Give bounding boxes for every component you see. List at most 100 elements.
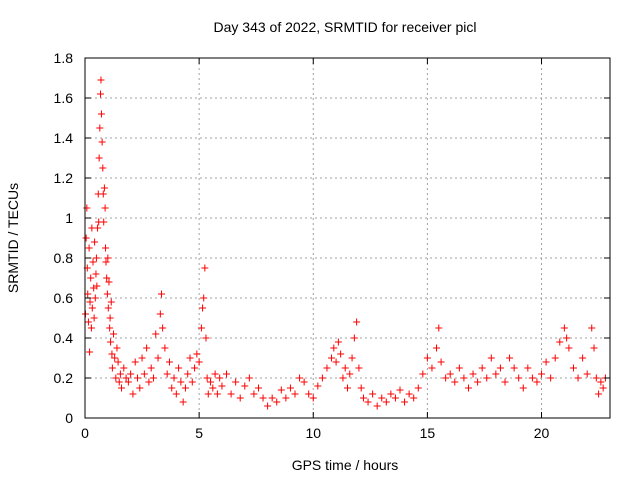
data-point: [501, 378, 509, 386]
data-point: [314, 382, 322, 390]
data-point: [100, 184, 108, 192]
data-point: [84, 318, 92, 326]
data-point: [213, 390, 221, 398]
data-point: [442, 374, 450, 382]
data-point: [328, 354, 336, 362]
data-point: [506, 354, 514, 362]
data-point: [154, 354, 162, 362]
data-point: [579, 354, 587, 362]
data-point: [474, 378, 482, 386]
data-point: [91, 294, 99, 302]
data-point: [223, 370, 231, 378]
data-point: [101, 204, 109, 212]
data-point: [348, 354, 356, 362]
data-point: [451, 378, 459, 386]
data-point: [560, 324, 568, 332]
data-point: [277, 386, 285, 394]
data-point: [108, 350, 116, 358]
data-point: [124, 378, 132, 386]
data-point: [551, 354, 559, 362]
data-point: [127, 370, 135, 378]
x-axis-ticks: 0 5 10 15 20: [81, 58, 550, 441]
data-point: [547, 374, 555, 382]
y-axis-label: SRMTID / TECUs: [5, 183, 21, 293]
data-point: [556, 338, 564, 346]
data-point: [89, 258, 97, 266]
y-tick-label: 1.4: [54, 130, 74, 146]
data-point: [104, 254, 112, 262]
data-point: [483, 374, 491, 382]
data-point: [533, 378, 541, 386]
data-point: [110, 330, 118, 338]
y-tick-label: 1: [65, 210, 73, 226]
data-point: [341, 364, 349, 372]
data-point: [207, 378, 215, 386]
data-point: [177, 378, 185, 386]
data-point: [396, 386, 404, 394]
data-point: [87, 324, 95, 332]
data-point: [414, 384, 422, 392]
data-point: [350, 334, 358, 342]
data-point: [159, 324, 167, 332]
data-point: [268, 394, 276, 402]
data-point: [161, 344, 169, 352]
data-point: [202, 334, 210, 342]
data-point: [188, 378, 196, 386]
data-point: [92, 270, 100, 278]
chart-title: Day 343 of 2022, SRMTID for receiver pic…: [214, 19, 477, 35]
data-point: [273, 398, 281, 406]
data-point: [344, 384, 351, 392]
data-point: [152, 330, 160, 338]
data-point: [83, 204, 91, 212]
data-point: [98, 138, 106, 146]
data-point: [122, 374, 130, 382]
data-point: [82, 234, 90, 242]
data-point: [113, 344, 121, 352]
data-point: [211, 370, 219, 378]
data-point: [116, 370, 124, 378]
data-point: [96, 124, 104, 132]
data-point: [97, 90, 105, 98]
data-point: [382, 398, 390, 406]
data-point: [157, 290, 165, 298]
data-point: [184, 370, 192, 378]
data-point: [428, 364, 436, 372]
data-point: [378, 394, 386, 402]
data-point: [357, 384, 365, 392]
grid: [85, 58, 610, 418]
data-point: [291, 390, 299, 398]
data-point: [102, 258, 110, 266]
y-tick-label: 1.6: [54, 90, 74, 106]
data-point: [149, 374, 157, 382]
data-point: [138, 354, 146, 362]
data-point: [492, 370, 500, 378]
data-point: [105, 278, 113, 286]
y-tick-label: 1.8: [54, 50, 74, 66]
data-point: [282, 394, 290, 402]
data-point: [496, 364, 504, 372]
x-tick-label: 10: [305, 425, 321, 441]
data-point: [259, 394, 267, 402]
data-point: [111, 354, 119, 362]
data-point: [565, 344, 573, 352]
data-point: [163, 370, 171, 378]
data-point: [114, 358, 122, 366]
data-point: [216, 374, 224, 382]
data-point: [519, 384, 527, 392]
data-point: [599, 384, 607, 392]
x-tick-label: 0: [81, 425, 89, 441]
data-point: [435, 324, 443, 332]
data-point: [108, 364, 116, 372]
data-point: [236, 394, 244, 402]
data-point: [478, 364, 486, 372]
x-axis-label: GPS time / hours: [292, 457, 399, 473]
data-point: [563, 334, 571, 342]
data-point: [181, 384, 189, 392]
data-point: [191, 364, 199, 372]
data-point: [590, 344, 598, 352]
data-point: [437, 358, 445, 366]
plot-frame: [84, 57, 611, 419]
data-point: [106, 314, 114, 322]
data-point: [592, 374, 600, 382]
